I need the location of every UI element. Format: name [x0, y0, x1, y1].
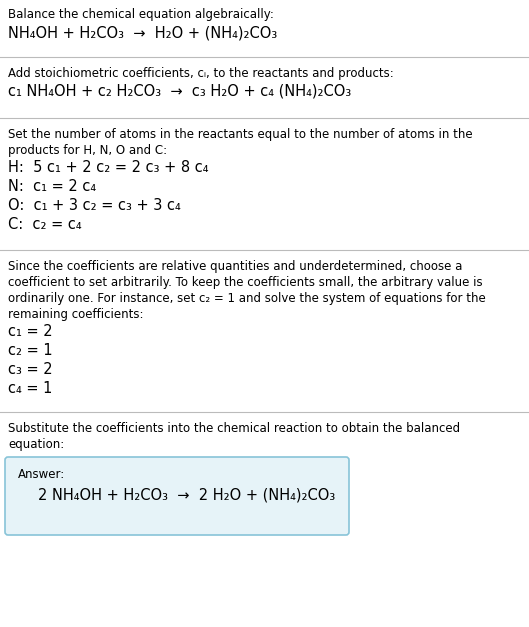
- Text: ordinarily one. For instance, set c₂ = 1 and solve the system of equations for t: ordinarily one. For instance, set c₂ = 1…: [8, 292, 486, 305]
- Text: Substitute the coefficients into the chemical reaction to obtain the balanced: Substitute the coefficients into the che…: [8, 422, 460, 435]
- Text: c₃ = 2: c₃ = 2: [8, 362, 52, 377]
- Text: c₄ = 1: c₄ = 1: [8, 381, 52, 396]
- Text: remaining coefficients:: remaining coefficients:: [8, 308, 143, 321]
- Text: equation:: equation:: [8, 438, 64, 451]
- Text: NH₄OH + H₂CO₃  →  H₂O + (NH₄)₂CO₃: NH₄OH + H₂CO₃ → H₂O + (NH₄)₂CO₃: [8, 25, 277, 40]
- Text: Answer:: Answer:: [18, 468, 65, 481]
- Text: 2 NH₄OH + H₂CO₃  →  2 H₂O + (NH₄)₂CO₃: 2 NH₄OH + H₂CO₃ → 2 H₂O + (NH₄)₂CO₃: [38, 488, 335, 503]
- Text: c₁ = 2: c₁ = 2: [8, 324, 52, 339]
- Text: O:  c₁ + 3 c₂ = c₃ + 3 c₄: O: c₁ + 3 c₂ = c₃ + 3 c₄: [8, 198, 181, 213]
- Text: Balance the chemical equation algebraically:: Balance the chemical equation algebraica…: [8, 8, 274, 21]
- Text: Add stoichiometric coefficients, cᵢ, to the reactants and products:: Add stoichiometric coefficients, cᵢ, to …: [8, 67, 394, 80]
- Text: c₁ NH₄OH + c₂ H₂CO₃  →  c₃ H₂O + c₄ (NH₄)₂CO₃: c₁ NH₄OH + c₂ H₂CO₃ → c₃ H₂O + c₄ (NH₄)₂…: [8, 84, 351, 99]
- Text: coefficient to set arbitrarily. To keep the coefficients small, the arbitrary va: coefficient to set arbitrarily. To keep …: [8, 276, 482, 289]
- Text: H:  5 c₁ + 2 c₂ = 2 c₃ + 8 c₄: H: 5 c₁ + 2 c₂ = 2 c₃ + 8 c₄: [8, 160, 208, 175]
- Text: C:  c₂ = c₄: C: c₂ = c₄: [8, 217, 81, 232]
- Text: c₂ = 1: c₂ = 1: [8, 343, 52, 358]
- Text: Since the coefficients are relative quantities and underdetermined, choose a: Since the coefficients are relative quan…: [8, 260, 462, 273]
- Text: Set the number of atoms in the reactants equal to the number of atoms in the: Set the number of atoms in the reactants…: [8, 128, 472, 141]
- Text: products for H, N, O and C:: products for H, N, O and C:: [8, 144, 167, 157]
- FancyBboxPatch shape: [5, 457, 349, 535]
- Text: N:  c₁ = 2 c₄: N: c₁ = 2 c₄: [8, 179, 96, 194]
